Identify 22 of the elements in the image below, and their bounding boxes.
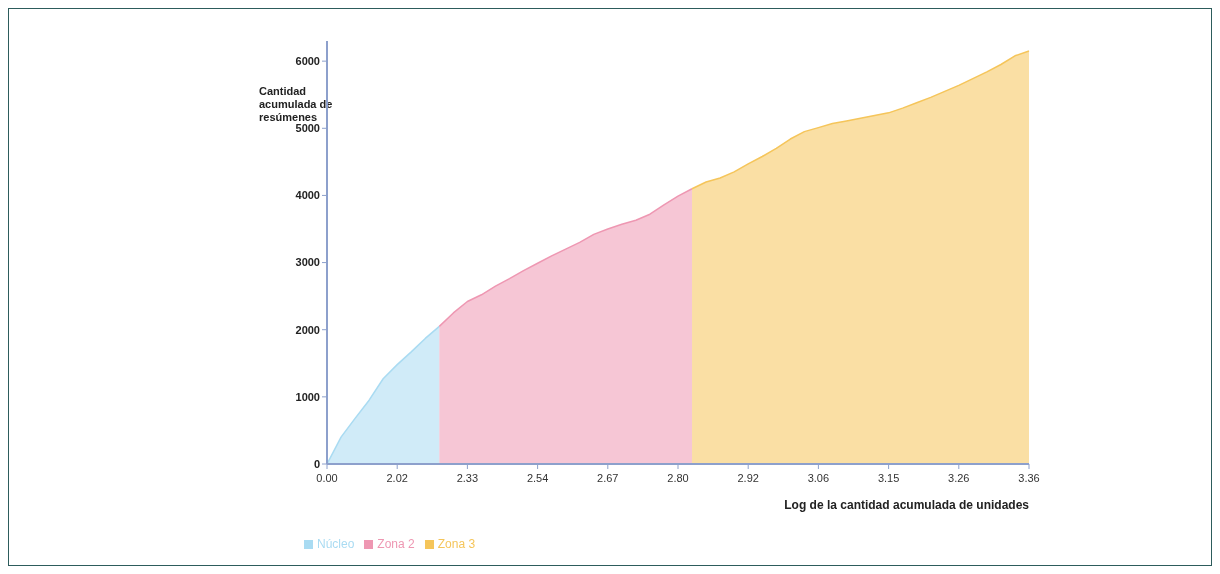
y-tick-label: 0: [313, 457, 320, 470]
x-tick-label: 2.54: [526, 472, 549, 484]
y-tick-label: 6000: [295, 55, 320, 68]
x-tick-label: 3.26: [948, 472, 970, 484]
x-tick-label: 0.00: [316, 472, 338, 484]
legend-label: Núcleo: [317, 537, 355, 551]
x-tick-label: 3.15: [877, 472, 900, 484]
y-tick-label: 3000: [295, 256, 320, 269]
y-tick-label: 2000: [295, 323, 320, 336]
x-tick-label: 2.02: [386, 472, 408, 484]
legend-label: Zona 2: [377, 537, 415, 551]
x-tick-label: 2.33: [456, 472, 479, 484]
y-tick-label: 5000: [295, 122, 320, 135]
x-tick-label: 2.67: [597, 472, 619, 484]
legend-label: Zona 3: [437, 537, 476, 551]
y-tick-label: 4000: [295, 189, 320, 202]
x-tick-label: 2.92: [737, 472, 759, 484]
y-tick-label: 1000: [295, 390, 320, 403]
x-tick-label: 2.80: [667, 472, 689, 484]
x-axis-title: Log de la cantidad acumulada de unidades: [784, 498, 1030, 512]
x-tick-label: 3.06: [807, 472, 830, 484]
x-tick-label: 3.36: [1018, 472, 1040, 484]
